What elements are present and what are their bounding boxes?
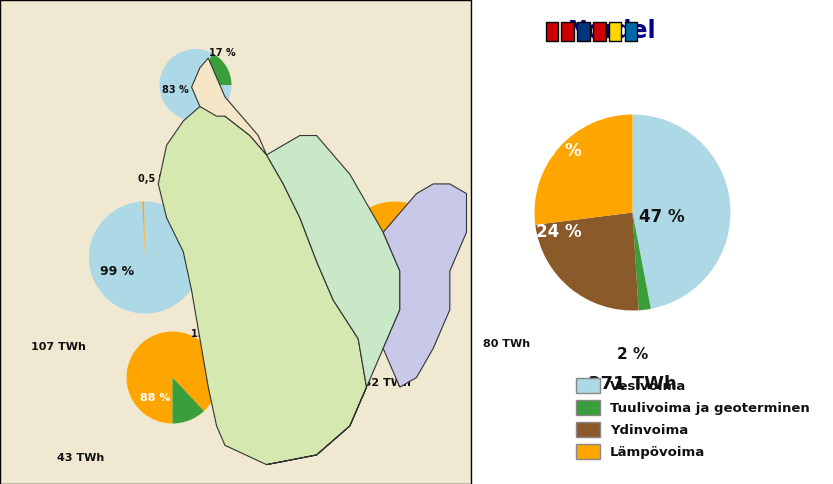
Text: 61 %: 61 % bbox=[333, 268, 367, 281]
Wedge shape bbox=[632, 212, 651, 310]
Text: Nordel: Nordel bbox=[568, 19, 656, 44]
Wedge shape bbox=[536, 212, 639, 311]
Wedge shape bbox=[632, 115, 731, 309]
Text: 24 %: 24 % bbox=[536, 223, 581, 241]
Text: 17 %: 17 % bbox=[209, 48, 236, 59]
Legend: Vesivoima, Tuulivoima ja geoterminen, Ydinvoima, Lämpövoima: Vesivoima, Tuulivoima ja geoterminen, Yd… bbox=[572, 374, 814, 463]
Text: 0,5 %: 0,5 % bbox=[257, 164, 287, 174]
Wedge shape bbox=[339, 201, 450, 302]
Text: 47 %: 47 % bbox=[639, 209, 685, 227]
Wedge shape bbox=[142, 201, 145, 257]
Wedge shape bbox=[198, 213, 313, 347]
Text: 12 %: 12 % bbox=[192, 329, 218, 339]
Text: 88 %: 88 % bbox=[140, 393, 171, 403]
Text: 2 %: 2 % bbox=[617, 347, 648, 362]
Text: 27 %: 27 % bbox=[413, 250, 444, 260]
Wedge shape bbox=[360, 257, 400, 314]
Text: 27 %: 27 % bbox=[536, 142, 581, 160]
Text: 107 TWh: 107 TWh bbox=[31, 342, 86, 352]
Wedge shape bbox=[395, 246, 451, 313]
Wedge shape bbox=[159, 49, 232, 121]
Wedge shape bbox=[172, 378, 204, 424]
Text: 12 %: 12 % bbox=[413, 208, 444, 218]
Wedge shape bbox=[272, 272, 315, 334]
Text: 99 %: 99 % bbox=[100, 265, 134, 278]
Wedge shape bbox=[272, 198, 347, 333]
Wedge shape bbox=[535, 115, 632, 225]
Wedge shape bbox=[229, 198, 272, 272]
Wedge shape bbox=[127, 332, 218, 424]
Text: 40 %: 40 % bbox=[296, 272, 331, 285]
Text: 371 TWh: 371 TWh bbox=[588, 375, 677, 393]
Wedge shape bbox=[360, 257, 395, 302]
Wedge shape bbox=[196, 53, 232, 85]
Text: 83 %: 83 % bbox=[162, 85, 189, 95]
Text: 0,5 %: 0,5 % bbox=[138, 174, 168, 184]
Text: 43 TWh: 43 TWh bbox=[57, 453, 104, 463]
Text: 10 %: 10 % bbox=[292, 207, 327, 220]
Text: 80 TWh: 80 TWh bbox=[483, 339, 531, 349]
Text: 49 %: 49 % bbox=[205, 293, 243, 307]
Text: 132 TWh: 132 TWh bbox=[356, 378, 411, 389]
Text: 9 TWh: 9 TWh bbox=[171, 152, 206, 162]
Wedge shape bbox=[89, 201, 201, 314]
